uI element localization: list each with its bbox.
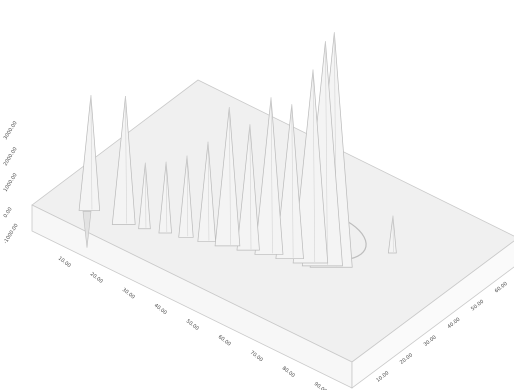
z-tick-label: -1000.00 — [3, 223, 20, 245]
y-tick-label: 50.00 — [470, 299, 485, 313]
surface-peak-ridge-10 — [186, 155, 189, 237]
surface-peak-ridge-6 — [270, 97, 273, 254]
surface-peak-ridge-12 — [145, 162, 147, 228]
surface-peak-ridge-7 — [249, 124, 252, 250]
z-tick-label: 2000.00 — [3, 146, 19, 167]
surface-peak-14 — [78, 95, 101, 211]
surface-peaks — [78, 32, 397, 268]
x-tick-label: 20.00 — [89, 271, 104, 285]
surface-peak-8 — [214, 107, 241, 247]
surface-dip — [82, 211, 92, 248]
surface-peak-4 — [292, 69, 329, 264]
x-tick-label: 60.00 — [217, 334, 232, 348]
surface-peak-ridge-14 — [90, 95, 93, 210]
y-tick-label: 20.00 — [399, 352, 414, 366]
x-tick-label: 10.00 — [57, 256, 72, 270]
surface-peak-ridge-9 — [207, 141, 210, 241]
surface-peak-ridge-3 — [325, 41, 328, 265]
y-tick-label: 40.00 — [446, 317, 461, 331]
y-tick-label: 30.00 — [423, 334, 438, 348]
surface-peak-12 — [138, 162, 151, 230]
surface-peak-9 — [197, 141, 216, 242]
x-tick-label: 50.00 — [185, 318, 200, 332]
x-tick-label: 80.00 — [281, 365, 296, 379]
y-tick-label: 60.00 — [494, 281, 509, 295]
z-axis-ticks: -1000.00 0.00 1000.00 2000.00 3000.00 — [3, 120, 20, 245]
surface-peak-ridge-8 — [229, 107, 231, 245]
x-tick-label: 40.00 — [153, 303, 168, 317]
z-tick-label: 1000.00 — [3, 172, 19, 193]
x-tick-label: 30.00 — [121, 287, 136, 301]
surface-peak-ridge-4 — [312, 69, 316, 262]
surface-peak-1 — [387, 215, 397, 254]
surface-peak-13 — [111, 96, 136, 225]
surface-peak-ridge-11 — [165, 161, 168, 233]
surface-peak-ridge-13 — [125, 96, 127, 224]
surface-peak-6 — [254, 97, 284, 255]
surface-peak-10 — [178, 155, 194, 238]
surface-peak-5 — [275, 104, 304, 260]
surface-peak-11 — [158, 161, 172, 234]
z-tick-label: 0.00 — [3, 206, 14, 219]
x-tick-label: 70.00 — [249, 350, 264, 364]
surface-peak-7 — [236, 124, 260, 251]
z-tick-label: 3000.00 — [3, 120, 19, 141]
surface-peak-ridge-5 — [291, 104, 294, 258]
y-tick-label: 10.00 — [375, 370, 390, 384]
x-tick-label: 90.00 — [313, 381, 328, 390]
surface-right-face — [351, 240, 514, 389]
